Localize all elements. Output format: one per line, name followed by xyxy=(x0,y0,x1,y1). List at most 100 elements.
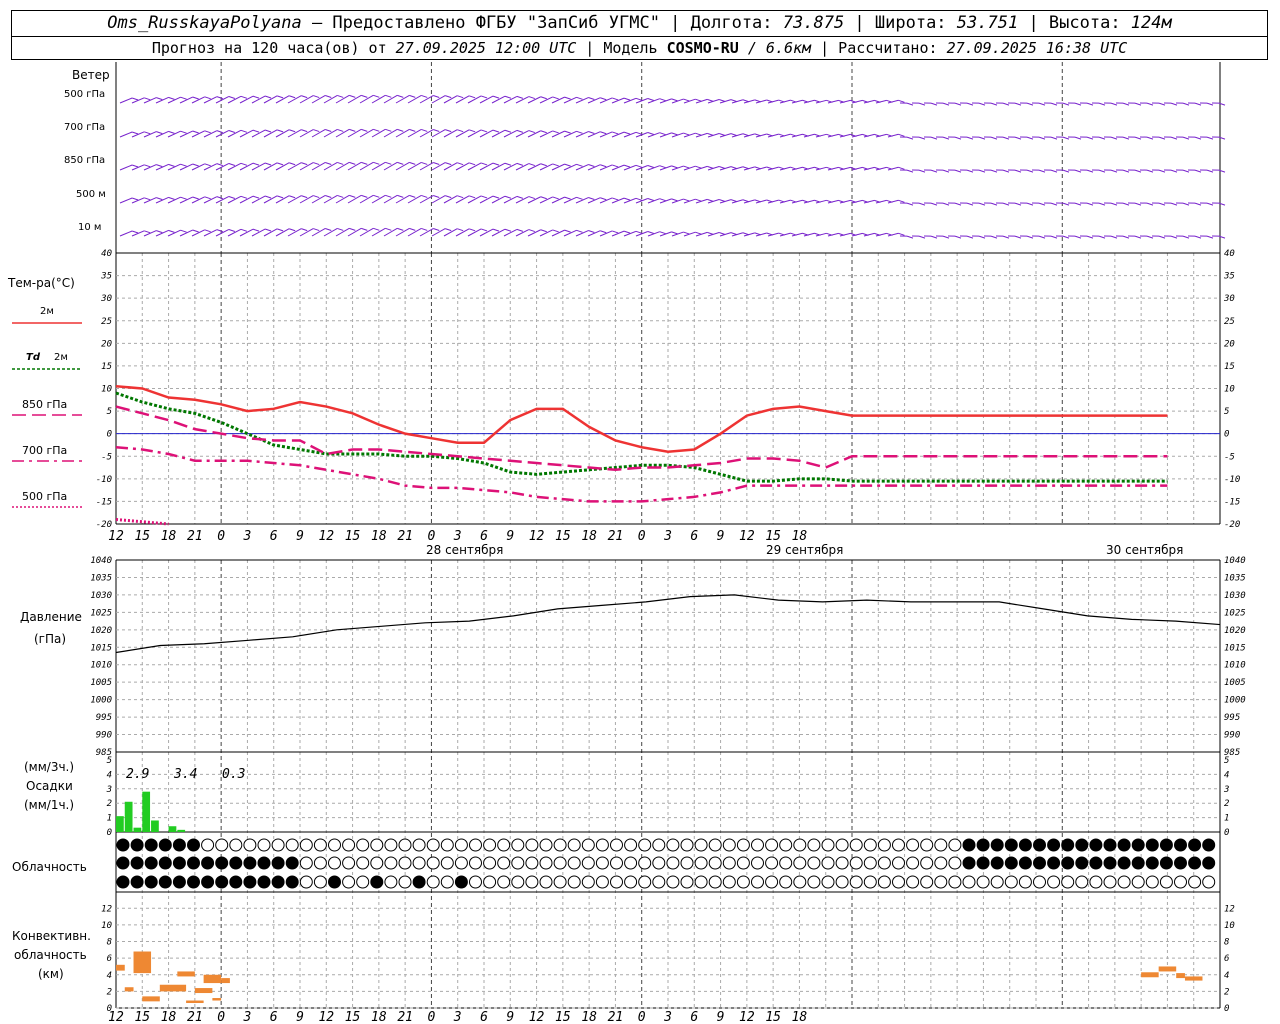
wind-barb-flag xyxy=(204,130,211,134)
wind-barb-flag xyxy=(445,195,452,199)
wind-barb-staff xyxy=(707,199,720,204)
cloud-symbol xyxy=(849,856,863,870)
wind-barb xyxy=(1115,102,1130,106)
wind-barb xyxy=(431,228,452,237)
cloud-symbol xyxy=(765,838,779,852)
wind-barb xyxy=(1043,235,1058,239)
wind-barb-flag xyxy=(540,130,547,134)
wind-barb-staff xyxy=(551,130,565,138)
wind-barb-staff xyxy=(455,162,470,171)
temp-series-line xyxy=(115,517,169,526)
wind-barb xyxy=(1019,102,1034,106)
wind-barb xyxy=(455,95,476,104)
legend-t850-label: 850 гПа xyxy=(22,398,68,411)
wind-barb xyxy=(155,229,175,237)
wind-barb xyxy=(659,98,678,104)
wind-barb-staff xyxy=(575,197,589,204)
wind-barb-staff xyxy=(563,96,577,104)
wind-barb-staff xyxy=(719,133,732,138)
conv-tick-left: 2 xyxy=(107,987,112,997)
wind-barb xyxy=(203,229,223,237)
wind-barb-flag xyxy=(1074,235,1082,239)
wind-barb xyxy=(347,194,368,204)
wind-barb xyxy=(551,229,571,237)
wind-barb-flag xyxy=(1110,202,1118,206)
wind-barb-flag xyxy=(1074,136,1082,140)
wind-barb xyxy=(971,235,986,239)
wind-barb-staff xyxy=(635,98,648,104)
wind-barb-flag xyxy=(683,98,690,102)
wind-barb-flag xyxy=(1122,235,1130,239)
wind-barb-staff xyxy=(719,166,732,171)
cloud-symbol xyxy=(666,875,680,889)
wind-barb xyxy=(299,162,320,171)
cloud-symbol xyxy=(1075,838,1089,852)
temp-tick-right: 35 xyxy=(1223,272,1235,282)
wind-barb-flag xyxy=(1050,235,1058,239)
wind-barb-flag xyxy=(516,195,524,199)
wind-barb-flag xyxy=(954,102,962,106)
wind-barb xyxy=(443,195,464,204)
wind-barb-flag xyxy=(612,230,619,234)
cloud-symbol xyxy=(1018,838,1032,852)
wind-barb-staff xyxy=(803,99,815,104)
wind-barb xyxy=(311,227,332,237)
wind-barb xyxy=(1091,235,1106,239)
wind-barb-flag xyxy=(516,95,524,99)
wind-barb xyxy=(395,194,416,204)
wind-barb xyxy=(1199,202,1214,206)
wind-barb xyxy=(503,95,524,104)
pressure-tick-right: 1005 xyxy=(1224,678,1246,688)
wind-barb-flag xyxy=(131,97,139,101)
wind-barb-flag xyxy=(313,228,320,232)
pressure-tick-right: 990 xyxy=(1224,731,1240,741)
x-tick-label: 0 xyxy=(428,529,436,544)
cloud-symbol xyxy=(962,838,976,852)
wind-barb-staff xyxy=(827,199,839,204)
wind-barb-staff xyxy=(503,95,518,104)
wind-barb-staff xyxy=(419,95,434,104)
wind-barb-flag xyxy=(504,129,512,133)
wind-barb-flag xyxy=(421,128,428,132)
wind-barb-flag xyxy=(301,162,308,166)
wind-barb-staff xyxy=(887,99,899,104)
temp-tick-left: -20 xyxy=(96,520,112,530)
wind-barb xyxy=(227,129,248,138)
cloud-symbol xyxy=(398,875,412,889)
wind-barb xyxy=(1199,169,1214,173)
wind-barb xyxy=(251,195,272,204)
wind-barb xyxy=(515,196,535,204)
wind-barb-flag xyxy=(313,162,320,166)
wind-barb-staff xyxy=(131,97,145,104)
wind-barb-staff xyxy=(671,98,684,104)
wind-barb xyxy=(899,102,914,106)
wind-barb xyxy=(1187,235,1202,239)
wind-barb-flag xyxy=(1062,136,1070,140)
wind-barb-staff xyxy=(839,133,851,138)
pressure-tick-left: 1010 xyxy=(90,661,112,671)
wind-barb-flag xyxy=(1050,136,1058,140)
cloud-symbol xyxy=(581,856,595,870)
wind-barb xyxy=(1079,235,1094,239)
wind-barb-flag xyxy=(240,228,248,232)
altitude-label: | Высота: xyxy=(1018,13,1131,33)
wind-barb-flag xyxy=(1110,169,1118,173)
x-tick-label-bottom: 21 xyxy=(397,1010,413,1024)
temp-tick-left: 20 xyxy=(101,339,112,349)
wind-barb xyxy=(479,228,500,237)
wind-barb-staff xyxy=(287,129,302,138)
cloud-symbol xyxy=(765,875,779,889)
cloud-symbol xyxy=(229,838,243,852)
wind-barb-flag xyxy=(623,131,631,135)
wind-barb-staff xyxy=(503,195,518,204)
wind-barb-flag xyxy=(683,165,690,169)
wind-barb-staff xyxy=(527,163,541,171)
x-tick-label: 6 xyxy=(480,529,488,544)
wind-barb-staff xyxy=(851,166,863,171)
x-tick-label: 6 xyxy=(690,529,698,544)
cloud-symbol xyxy=(976,875,990,889)
wind-barb xyxy=(683,231,702,237)
wind-barb xyxy=(1187,102,1202,106)
x-tick-label: 9 xyxy=(296,529,304,544)
